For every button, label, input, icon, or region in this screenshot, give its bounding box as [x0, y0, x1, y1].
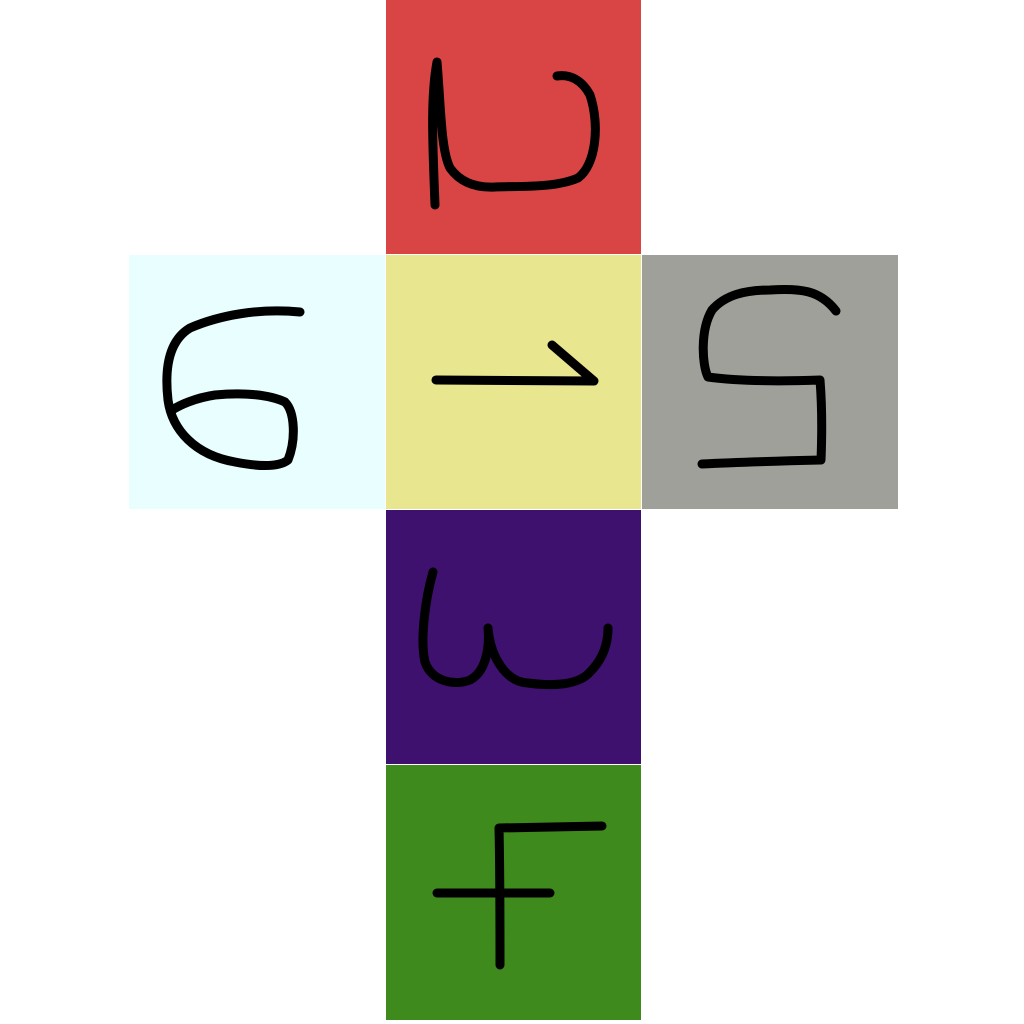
digit-3-glyph [418, 567, 613, 690]
face-left [129, 255, 385, 509]
face-top-square [386, 0, 641, 254]
face-center [386, 255, 641, 509]
face-right [642, 255, 898, 509]
face-below [386, 510, 641, 764]
face-below-square [386, 510, 641, 764]
face-top [386, 0, 641, 254]
digit-1-glyph [431, 340, 599, 386]
face-bottom [386, 765, 641, 1020]
digit-5-glyph [697, 284, 841, 469]
digit-6-glyph [162, 306, 305, 470]
digit-2-glyph [428, 57, 600, 210]
